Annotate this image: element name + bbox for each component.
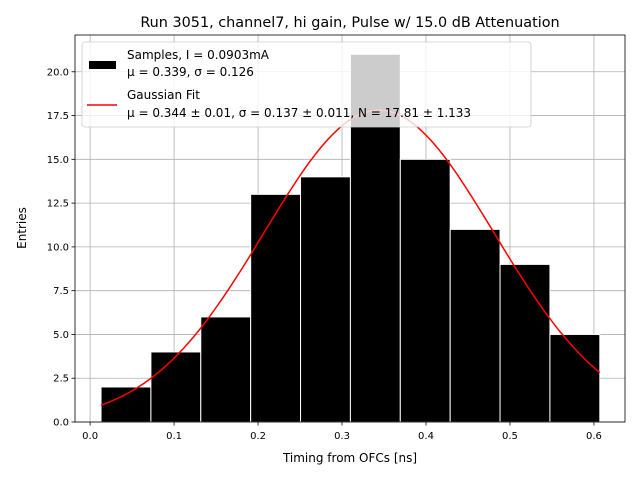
legend-fit-line2: μ = 0.344 ± 0.01, σ = 0.137 ± 0.011, N =… <box>127 106 471 120</box>
histogram-bar <box>549 333 601 423</box>
x-axis-label: Timing from OFCs [ns] <box>282 451 417 465</box>
x-tick-label: 0.3 <box>334 431 350 442</box>
x-tick-label: 0.6 <box>586 431 602 442</box>
legend-fit-line1: Gaussian Fit <box>127 88 200 102</box>
y-tick-label: 5.0 <box>53 330 69 341</box>
y-axis-label: Entries <box>15 207 29 249</box>
y-tick-label: 7.5 <box>53 286 69 297</box>
y-tick-label: 10.0 <box>47 242 69 253</box>
y-tick-label: 15.0 <box>47 155 69 166</box>
legend-samples-line2: μ = 0.339, σ = 0.126 <box>127 65 254 79</box>
histogram-bar <box>150 351 202 423</box>
y-tick-label: 2.5 <box>53 374 69 385</box>
histogram-bar <box>100 386 152 423</box>
histogram-bar <box>399 158 451 423</box>
y-tick-label: 12.5 <box>47 199 69 210</box>
axes-frame <box>74 34 626 423</box>
x-tick-label: 0.5 <box>502 431 518 442</box>
x-tick-label: 0.0 <box>82 431 98 442</box>
histogram-bar <box>449 228 501 423</box>
x-tick-label: 0.4 <box>418 431 434 442</box>
y-tick-label: 17.5 <box>47 111 69 122</box>
histogram-bar <box>300 176 351 423</box>
legend-samples-swatch <box>89 61 116 69</box>
histogram-bar <box>499 263 551 423</box>
y-tick-label: 0.0 <box>53 418 69 429</box>
legend-box <box>81 41 532 128</box>
chart-title: Run 3051, channel7, hi gain, Pulse w/ 15… <box>140 15 559 31</box>
y-tick-label: 20.0 <box>47 67 69 78</box>
x-tick-label: 0.2 <box>250 431 266 442</box>
legend-samples-line1: Samples, I = 0.0903mA <box>127 48 270 62</box>
histogram-bar <box>200 316 252 423</box>
histogram-bar <box>250 193 302 423</box>
legend: Samples, I = 0.0903mA μ = 0.339, σ = 0.1… <box>81 41 532 128</box>
x-tick-label: 0.1 <box>166 431 182 442</box>
ticks: 0.0 0.1 0.2 0.3 0.4 0.5 0.6 0.0 2.5 5.0 7.5 10.0 12.… <box>47 67 602 442</box>
